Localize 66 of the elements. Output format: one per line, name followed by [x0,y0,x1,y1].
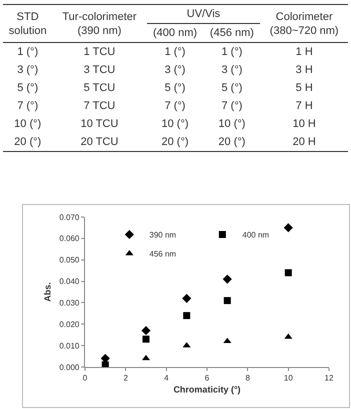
y-tick-label: 0.010 [59,341,80,350]
legend-label: 400 nm [242,230,270,240]
y-tick-label: 0.020 [59,320,80,329]
x-tick-label: 0 [82,374,88,383]
text: 10 (°) [218,118,246,130]
point [224,297,231,304]
text: 7 TCU [84,100,116,112]
x-tick-label: 8 [245,374,250,383]
point [183,312,190,320]
text: 1 TCU [84,46,116,58]
y-axis-title: Abs. [42,282,53,302]
point [102,361,109,367]
text: 20 H [292,136,316,148]
text: 3 (°) [221,64,242,76]
category-label: Colorimeter (380~720 nm) [260,4,348,42]
text: 5 (°) [17,82,38,94]
x-tick-label: 2 [123,374,128,383]
category-label: (456 nm) [208,26,255,41]
x-tick-label: 12 [324,374,334,383]
text: 1 (°) [221,46,242,58]
point [141,326,151,336]
text: 3 (°) [17,64,38,76]
text: 5 TCU [84,82,116,94]
text: 20 (°) [14,136,42,148]
text: UV/Vis [146,4,260,24]
y-tick-label: 0.040 [59,277,80,286]
text: 1 (°) [17,46,38,58]
text: 20 (°) [162,136,189,148]
text: 5 (°) [221,82,242,94]
x-axis-title: Chromaticity (°) [173,384,241,394]
text: 10 TCU [80,118,118,130]
point [284,223,293,232]
text: 7 (°) [164,100,186,112]
y-tick-label: 0.050 [59,256,80,265]
text: 7 H [296,100,313,112]
text: 3 (°) [164,64,186,76]
y-tick-label: 0.060 [59,234,80,244]
text: 3 H [296,64,313,76]
text: 20 (°) [218,136,246,148]
text: 20 TCU [80,136,118,148]
text: 5 H [296,82,313,94]
point [284,269,292,276]
text: 1 (°) [164,46,186,58]
point [182,294,192,303]
text: 10 (°) [162,118,189,130]
y-tick-label: 0.030 [59,298,80,308]
x-tick-label: 4 [164,374,170,383]
x-tick-label: 10 [284,374,294,383]
point [142,336,150,343]
text: 7 (°) [17,100,38,112]
category-label: (400 nm) [152,26,198,41]
text: 7 (°) [221,100,242,112]
y-tick-label: 0.000 [59,362,80,372]
text: 1 H [296,46,313,58]
legend-label: 390 nm [149,230,176,240]
x-tick-label: 6 [204,374,210,383]
y-tick-label: 0.070 [59,212,80,222]
category-label: Tur-colorimeter (390 nm) [52,4,147,42]
category-label: STD solution [3,4,52,42]
point [223,338,232,344]
text: 10 (°) [14,118,42,130]
text: 5 (°) [164,82,186,94]
text: 10 H [292,118,316,130]
text: 3 TCU [84,64,116,76]
legend-label: 456 nm [149,250,176,259]
point [222,274,232,284]
